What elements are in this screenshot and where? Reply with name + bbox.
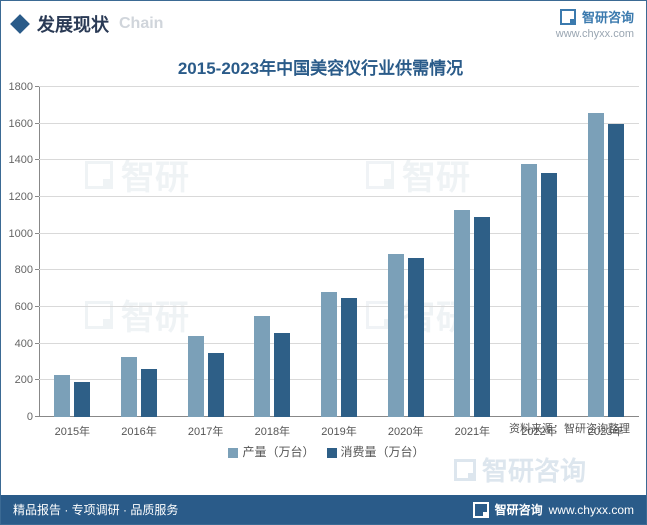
x-axis-label: 2015年 bbox=[55, 417, 90, 439]
bar-group bbox=[388, 254, 424, 417]
grid-line bbox=[39, 123, 639, 124]
y-axis-label: 1400 bbox=[9, 154, 39, 166]
bar-group bbox=[121, 357, 157, 418]
diamond-icon bbox=[10, 14, 30, 34]
y-axis-label: 800 bbox=[15, 264, 39, 276]
bar-group bbox=[54, 375, 90, 417]
y-axis-label: 200 bbox=[15, 374, 39, 386]
footer-tagline: 精品报告 · 专项调研 · 品质服务 bbox=[13, 501, 178, 518]
y-axis-label: 1200 bbox=[9, 191, 39, 203]
chart-title: 2015-2023年中国美容仪行业供需情况 bbox=[11, 54, 630, 79]
website-label: www.chyxx.com bbox=[556, 28, 634, 40]
x-axis-label: 2017年 bbox=[188, 417, 223, 439]
bar bbox=[388, 254, 404, 417]
x-axis-label: 2021年 bbox=[455, 417, 490, 439]
x-axis-label: 2018年 bbox=[255, 417, 290, 439]
bar bbox=[274, 333, 290, 417]
bar bbox=[321, 292, 337, 417]
chart-plot-area: 0200400600800100012001400160018002015年20… bbox=[39, 87, 639, 417]
y-axis-label: 0 bbox=[27, 411, 39, 423]
legend-label: 消费量（万台） bbox=[341, 445, 425, 459]
header-subtitle: Chain bbox=[119, 15, 163, 33]
y-axis-label: 1800 bbox=[9, 81, 39, 93]
bar-group bbox=[321, 292, 357, 417]
x-axis-label: 2020年 bbox=[388, 417, 423, 439]
x-axis-label: 2019年 bbox=[321, 417, 356, 439]
chart-container: 2015-2023年中国美容仪行业供需情况 智研 智研 智研 智研 020040… bbox=[1, 42, 646, 472]
footer-brand: 智研咨询 www.chyxx.com bbox=[473, 501, 634, 518]
bar-group bbox=[588, 113, 624, 417]
bar bbox=[521, 164, 537, 417]
y-axis-label: 1000 bbox=[9, 228, 39, 240]
chart-legend: 产量（万台） 消费量（万台） bbox=[11, 443, 630, 460]
header-right: 智研咨询 www.chyxx.com bbox=[556, 7, 634, 40]
grid-line bbox=[39, 159, 639, 160]
bar bbox=[54, 375, 70, 417]
brand-logo-icon bbox=[560, 9, 576, 25]
legend-swatch bbox=[327, 448, 337, 458]
bar bbox=[341, 298, 357, 417]
bar-group bbox=[254, 316, 290, 417]
footer-brand-name: 智研咨询 bbox=[495, 501, 543, 518]
bar bbox=[541, 173, 557, 417]
x-axis-label: 2016年 bbox=[121, 417, 156, 439]
header: 发展现状 Chain 智研咨询 www.chyxx.com bbox=[1, 1, 646, 42]
header-title: 发展现状 bbox=[37, 11, 109, 37]
header-left: 发展现状 Chain bbox=[13, 11, 163, 37]
bar bbox=[121, 357, 137, 418]
y-axis-label: 400 bbox=[15, 338, 39, 350]
bar bbox=[454, 210, 470, 417]
bar bbox=[141, 369, 157, 417]
legend-label: 产量（万台） bbox=[242, 445, 314, 459]
bar bbox=[588, 113, 604, 417]
bar bbox=[254, 316, 270, 417]
bar-group bbox=[521, 164, 557, 417]
bar bbox=[408, 258, 424, 418]
legend-swatch bbox=[228, 448, 238, 458]
bar-group bbox=[454, 210, 490, 417]
footer-logo-icon bbox=[473, 502, 489, 518]
footer-website: www.chyxx.com bbox=[549, 503, 634, 517]
bar-group bbox=[188, 336, 224, 417]
bar bbox=[608, 124, 624, 417]
footer: 精品报告 · 专项调研 · 品质服务 智研咨询 www.chyxx.com bbox=[1, 495, 646, 524]
bar bbox=[74, 382, 90, 417]
bar bbox=[188, 336, 204, 417]
grid-line bbox=[39, 86, 639, 87]
brand-name: 智研咨询 bbox=[582, 7, 634, 26]
y-axis-label: 1600 bbox=[9, 118, 39, 130]
y-axis-label: 600 bbox=[15, 301, 39, 313]
y-axis bbox=[39, 87, 40, 417]
brand-row: 智研咨询 bbox=[556, 7, 634, 26]
bar bbox=[208, 353, 224, 417]
bar bbox=[474, 217, 490, 417]
source-label: 资料来源：智研咨询整理 bbox=[509, 420, 630, 436]
